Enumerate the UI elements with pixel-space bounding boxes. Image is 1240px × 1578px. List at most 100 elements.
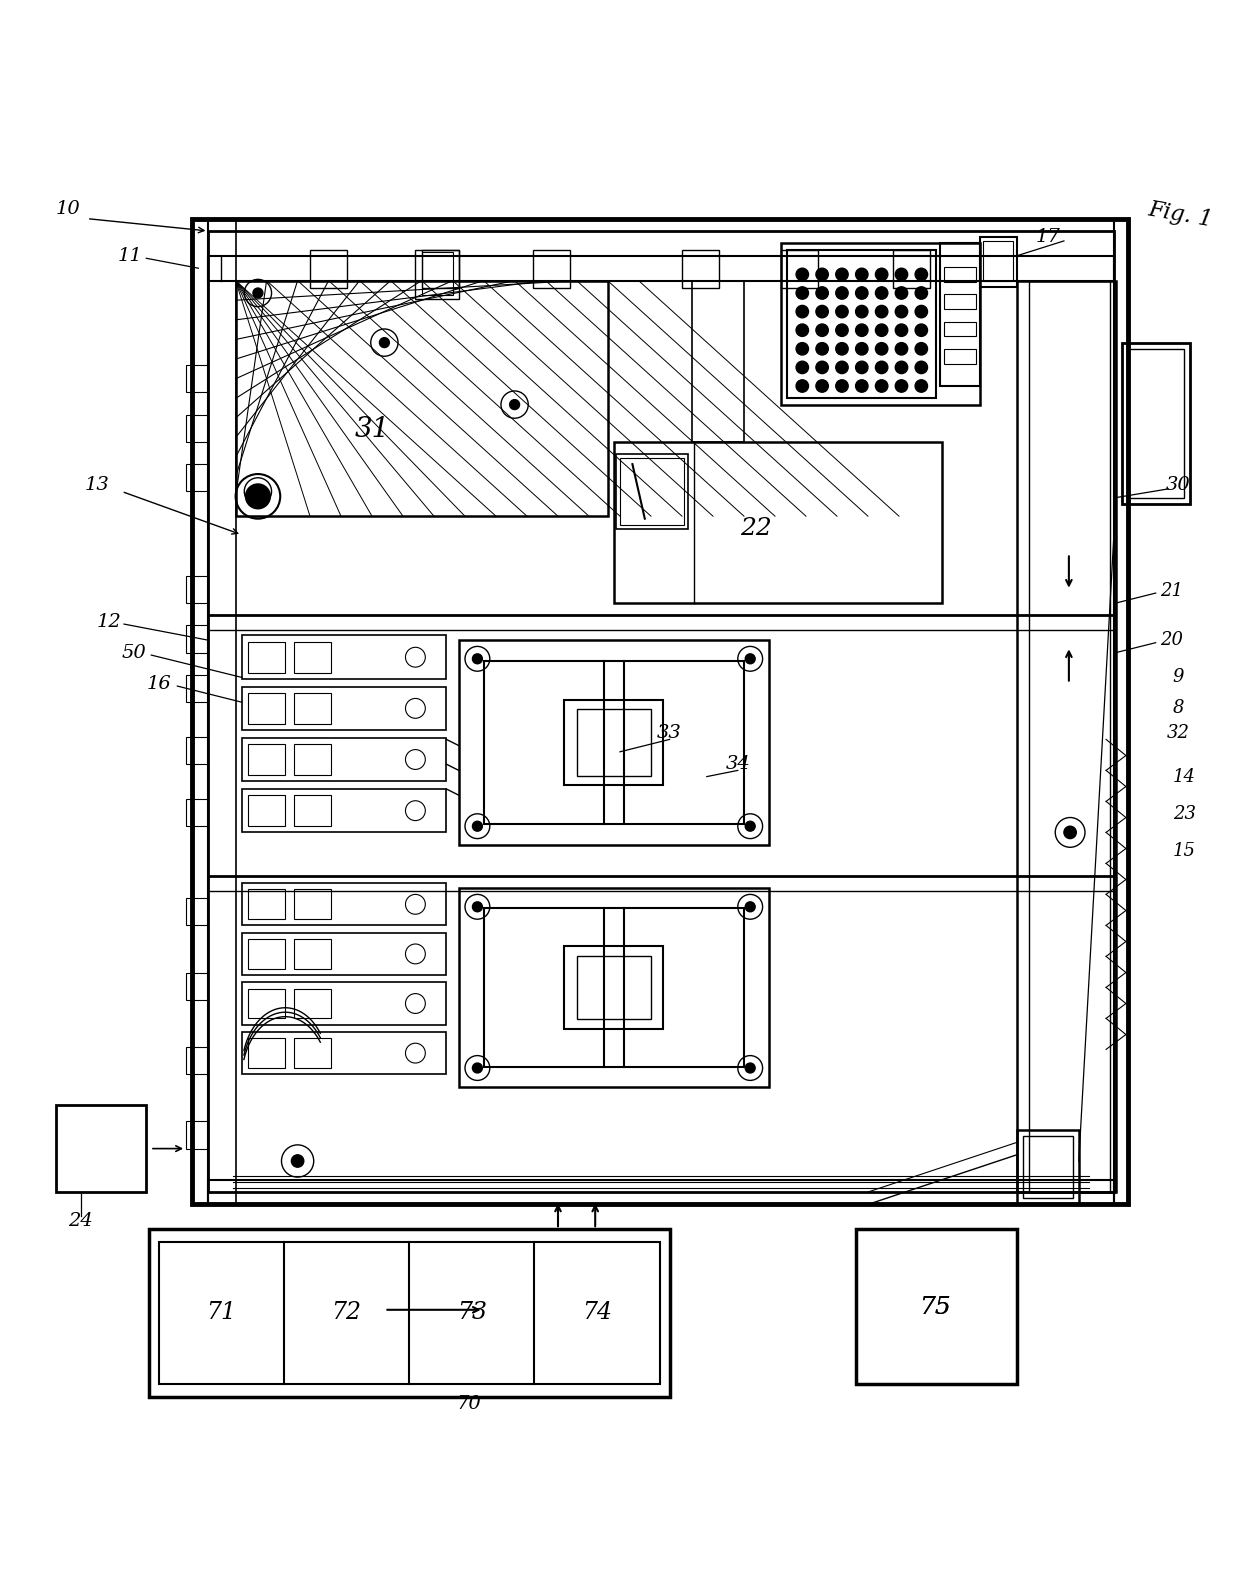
- Circle shape: [895, 380, 908, 393]
- Bar: [484, 907, 744, 1067]
- Bar: [294, 989, 331, 1018]
- Bar: [944, 349, 976, 363]
- Text: 8: 8: [1172, 699, 1184, 718]
- Bar: [186, 415, 208, 442]
- Bar: [484, 661, 744, 824]
- Circle shape: [875, 287, 888, 300]
- Circle shape: [745, 653, 755, 664]
- Bar: [192, 219, 1128, 1204]
- Bar: [787, 249, 936, 398]
- Circle shape: [816, 306, 828, 317]
- Bar: [242, 884, 446, 925]
- Text: 12: 12: [97, 612, 122, 631]
- Bar: [242, 789, 446, 833]
- Circle shape: [856, 342, 868, 355]
- Bar: [294, 693, 331, 724]
- Bar: [577, 956, 651, 1019]
- Text: 30: 30: [1166, 477, 1190, 494]
- Bar: [1114, 219, 1128, 1204]
- Circle shape: [915, 268, 928, 281]
- Bar: [248, 693, 285, 724]
- Circle shape: [875, 268, 888, 281]
- Text: 73: 73: [456, 1302, 487, 1324]
- Bar: [682, 249, 719, 289]
- Bar: [533, 249, 570, 289]
- Text: 16: 16: [146, 675, 171, 693]
- Text: 24: 24: [68, 1212, 93, 1229]
- Text: 23: 23: [1173, 805, 1195, 822]
- Bar: [186, 1122, 208, 1149]
- Bar: [1029, 281, 1110, 1191]
- Bar: [294, 795, 331, 827]
- Bar: [248, 642, 285, 672]
- Circle shape: [836, 306, 848, 317]
- Bar: [577, 710, 651, 775]
- Circle shape: [246, 484, 270, 508]
- Circle shape: [253, 486, 263, 497]
- Circle shape: [915, 380, 928, 393]
- Bar: [208, 256, 1114, 281]
- Circle shape: [291, 1155, 304, 1168]
- Text: 33: 33: [657, 724, 682, 742]
- Bar: [459, 888, 769, 1087]
- Bar: [564, 699, 663, 786]
- Bar: [1017, 1130, 1079, 1204]
- Bar: [248, 1038, 285, 1068]
- Text: 75: 75: [920, 1296, 952, 1319]
- Bar: [186, 972, 208, 1000]
- Circle shape: [796, 287, 808, 300]
- Bar: [294, 642, 331, 672]
- Circle shape: [836, 323, 848, 336]
- Circle shape: [796, 380, 808, 393]
- Circle shape: [796, 342, 808, 355]
- Bar: [893, 249, 930, 289]
- Bar: [1017, 281, 1116, 1191]
- Circle shape: [816, 323, 828, 336]
- Circle shape: [816, 361, 828, 374]
- Bar: [564, 945, 663, 1029]
- Text: 72: 72: [331, 1302, 362, 1324]
- Bar: [242, 739, 446, 781]
- Text: 34: 34: [725, 756, 750, 773]
- Circle shape: [836, 361, 848, 374]
- Circle shape: [379, 338, 389, 347]
- Bar: [186, 675, 208, 702]
- Bar: [149, 1229, 670, 1397]
- Circle shape: [895, 287, 908, 300]
- Bar: [248, 989, 285, 1018]
- Circle shape: [895, 306, 908, 317]
- Bar: [242, 1032, 446, 1075]
- Bar: [1023, 1136, 1073, 1198]
- Circle shape: [472, 1064, 482, 1073]
- Circle shape: [895, 361, 908, 374]
- Bar: [208, 230, 1114, 1191]
- Circle shape: [253, 289, 263, 298]
- Text: 13: 13: [84, 477, 109, 494]
- Bar: [242, 636, 446, 679]
- Circle shape: [796, 361, 808, 374]
- Text: 74: 74: [582, 1302, 613, 1324]
- Circle shape: [915, 361, 928, 374]
- Bar: [944, 322, 976, 336]
- Circle shape: [875, 342, 888, 355]
- Circle shape: [796, 323, 808, 336]
- Bar: [781, 249, 818, 289]
- Circle shape: [895, 342, 908, 355]
- Text: 20: 20: [1161, 631, 1183, 649]
- Circle shape: [875, 380, 888, 393]
- Bar: [944, 267, 976, 282]
- Text: 22: 22: [740, 518, 773, 540]
- Bar: [208, 1180, 1114, 1204]
- Bar: [186, 898, 208, 925]
- Bar: [208, 219, 236, 1204]
- Bar: [294, 743, 331, 775]
- Bar: [944, 294, 976, 309]
- Bar: [186, 798, 208, 827]
- Circle shape: [895, 323, 908, 336]
- Bar: [616, 454, 688, 529]
- Bar: [415, 249, 459, 300]
- Text: 32: 32: [1167, 724, 1189, 742]
- Text: 9: 9: [1172, 669, 1184, 686]
- Text: 31: 31: [355, 417, 389, 443]
- Bar: [248, 795, 285, 827]
